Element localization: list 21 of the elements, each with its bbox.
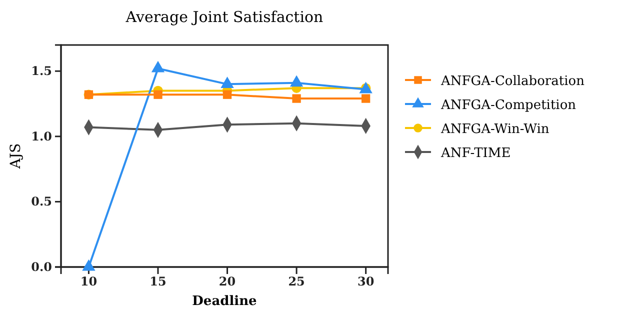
legend-label: ANFGA-Win-Win: [440, 122, 550, 137]
y-tick-label: 1.0: [31, 129, 52, 144]
y-axis-title: AJS: [8, 143, 24, 170]
y-tick-label: 1.5: [31, 64, 52, 78]
y-tick-label: 0.0: [31, 260, 52, 274]
legend-label: ANFGA-Collaboration: [440, 74, 586, 89]
point: [154, 90, 162, 99]
chart-title: Average Joint Satisfaction: [124, 8, 324, 26]
point: [292, 94, 301, 103]
point: [222, 90, 232, 99]
x-tick-label: 10: [80, 274, 98, 289]
x-tick-label: 20: [218, 274, 236, 289]
y-tick-label: 0.5: [31, 194, 52, 209]
x-tick-label: 30: [357, 274, 374, 289]
point: [362, 94, 370, 103]
x-tick-label: 15: [150, 274, 166, 289]
x-tick-label: 25: [288, 274, 305, 289]
point: [82, 259, 96, 271]
x-axis-title: Deadline: [192, 294, 257, 309]
legend-label: ANF-TIME: [440, 146, 511, 161]
legend-label: ANFGA-Competition: [440, 98, 577, 113]
